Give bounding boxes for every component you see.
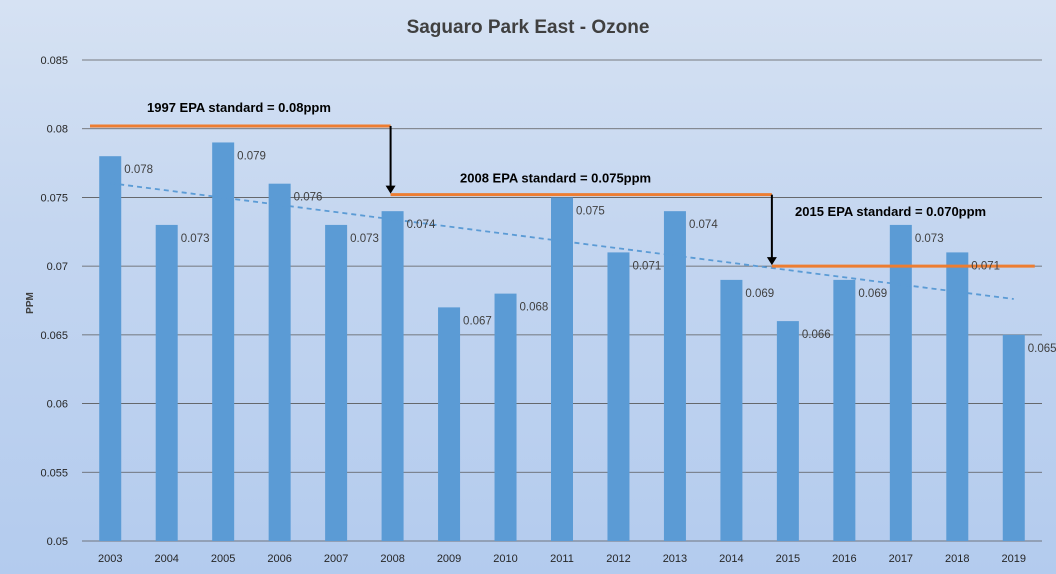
y-tick-label: 0.055	[40, 467, 68, 479]
x-tick-label: 2015	[776, 553, 800, 565]
bar	[889, 224, 912, 541]
epa-standard-label: 2015 EPA standard = 0.070ppm	[795, 204, 986, 219]
x-tick-label: 2010	[493, 553, 517, 565]
y-tick-label: 0.08	[47, 124, 68, 136]
data-label: 0.069	[745, 288, 774, 300]
bar	[212, 142, 235, 541]
y-tick-label: 0.085	[40, 55, 68, 67]
x-tick-label: 2008	[380, 553, 404, 565]
data-label: 0.073	[350, 233, 379, 245]
data-label: 0.069	[858, 288, 887, 300]
y-tick-label: 0.07	[47, 261, 68, 273]
data-label: 0.067	[463, 315, 492, 327]
bar	[268, 183, 291, 541]
x-tick-label: 2005	[211, 553, 235, 565]
data-label: 0.073	[181, 233, 210, 245]
x-tick-label: 2017	[889, 553, 913, 565]
x-tick-label: 2018	[945, 553, 969, 565]
data-label: 0.068	[520, 302, 549, 314]
step-arrow-head	[385, 185, 396, 194]
data-label: 0.066	[802, 329, 831, 341]
trendline	[110, 182, 1014, 300]
bars: 2003 2004 2005 2006 2007 2008 2009 2010 2011 2012…	[98, 142, 1026, 565]
x-tick-label: 2014	[719, 553, 743, 565]
data-label: 0.074	[689, 219, 718, 231]
y-tick-label: 0.075	[40, 192, 68, 204]
epa-standard-label: 2008 EPA standard = 0.075ppm	[460, 171, 651, 186]
x-tick-label: 2011	[550, 553, 574, 565]
data-label: 0.071	[971, 260, 1000, 272]
y-tick-label: 0.065	[40, 330, 68, 342]
epa-standards: 1997 EPA standard = 0.08ppm 2008 EPA stan…	[90, 100, 1035, 268]
bar	[494, 293, 517, 541]
bar	[1002, 334, 1025, 541]
data-label: 0.078	[124, 164, 153, 176]
x-tick-label: 2009	[437, 553, 461, 565]
bar	[438, 307, 461, 541]
bar	[551, 197, 573, 541]
epa-standard-label: 1997 EPA standard = 0.08ppm	[147, 100, 331, 115]
x-tick-label: 2016	[832, 553, 856, 565]
y-axis-label: PPM	[25, 292, 36, 314]
bar	[381, 211, 404, 541]
data-labels: 0.078 0.073 0.079 0.076 0.073 0.074 0.067 0.068…	[124, 150, 1056, 354]
bar	[776, 321, 799, 541]
data-label: 0.073	[915, 233, 944, 245]
y-tick-label: 0.06	[47, 399, 68, 411]
x-tick-label: 2013	[663, 553, 687, 565]
y-tick-label: 0.05	[47, 536, 68, 548]
x-tick-label: 2006	[267, 553, 291, 565]
bar	[325, 224, 348, 541]
data-label: 0.074	[407, 219, 436, 231]
chart-title: Saguaro Park East - Ozone	[407, 17, 650, 38]
x-tick-label: 2003	[98, 553, 122, 565]
bar	[607, 252, 630, 541]
x-tick-label: 2007	[324, 553, 348, 565]
data-label: 0.071	[632, 260, 661, 272]
data-label: 0.075	[576, 205, 605, 217]
bar	[155, 224, 178, 541]
bar	[99, 156, 122, 541]
bar	[833, 279, 856, 541]
trendline-path	[110, 182, 1014, 300]
x-tick-label: 2004	[154, 553, 178, 565]
bar	[663, 211, 686, 541]
data-label: 0.076	[294, 192, 323, 204]
data-label: 0.065	[1028, 343, 1056, 355]
bar	[720, 279, 743, 541]
data-label: 0.079	[237, 150, 266, 162]
x-tick-label: 2019	[1002, 553, 1026, 565]
step-arrow-head	[766, 257, 777, 266]
x-tick-label: 2012	[606, 553, 630, 565]
bar	[946, 252, 969, 541]
